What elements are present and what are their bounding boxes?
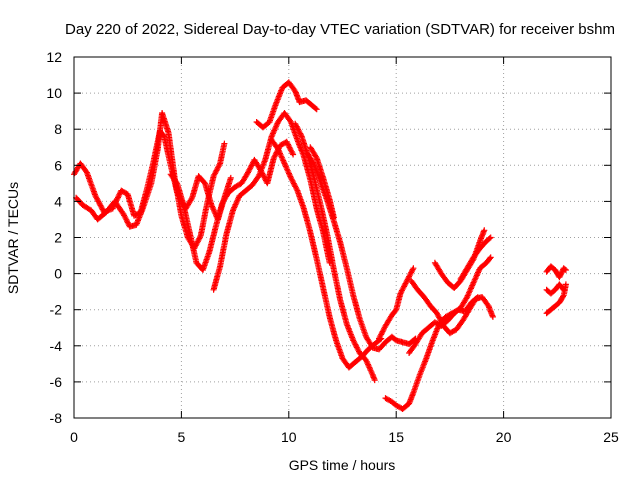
data-point	[188, 196, 195, 203]
data-point	[487, 234, 494, 241]
data-point	[227, 174, 234, 181]
x-tick-label: 5	[178, 429, 186, 445]
y-tick-label: -6	[50, 374, 63, 390]
y-tick-label: 10	[46, 85, 62, 101]
data-point	[221, 140, 228, 147]
data-point	[330, 214, 337, 221]
y-tick-label: -8	[50, 410, 63, 426]
data-point	[562, 281, 569, 288]
series-track-12	[406, 254, 494, 356]
y-tick-label: 0	[54, 266, 62, 282]
series-track-14	[431, 227, 488, 291]
axis-layer: 0 5 10 15 20 25 -8 -6 -4 -2 0 2 4 6 8 10 12	[46, 49, 619, 445]
data-point	[271, 126, 278, 133]
series-track-13	[408, 277, 496, 337]
y-tick-label: 12	[46, 49, 62, 65]
grid-layer	[74, 57, 611, 418]
data-point	[173, 179, 180, 186]
series-track-10	[376, 265, 417, 342]
series-track-3	[167, 138, 297, 273]
series-track-7	[292, 120, 378, 384]
data-point	[560, 286, 567, 293]
series-track-4	[210, 110, 333, 293]
series-track-18	[543, 281, 567, 297]
y-tick-label: -2	[50, 302, 63, 318]
series-track-2	[73, 110, 228, 252]
data-point	[481, 227, 488, 234]
series-track-9	[307, 144, 337, 221]
chart-title: Day 220 of 2022, Sidereal Day-to-day VTE…	[65, 21, 615, 38]
y-tick-label: 2	[54, 230, 62, 246]
data-point	[312, 105, 319, 112]
data-point	[371, 377, 378, 384]
data-point	[487, 254, 494, 261]
y-tick-label: 4	[54, 193, 62, 209]
x-tick-label: 0	[70, 429, 78, 445]
x-axis-label: GPS time / hours	[289, 457, 396, 473]
data-point	[560, 293, 566, 300]
data-point	[486, 255, 493, 262]
x-tick-label: 20	[496, 429, 512, 445]
x-tick-label: 10	[281, 429, 297, 445]
y-tick-label: 8	[54, 121, 62, 137]
series-track-16	[543, 281, 569, 317]
series-track-17	[543, 263, 569, 281]
data-point	[410, 265, 417, 272]
series-layer	[71, 79, 569, 412]
data-point	[313, 106, 320, 113]
x-tick-label: 15	[388, 429, 404, 445]
data-point	[559, 285, 566, 292]
y-tick-label: -4	[50, 338, 63, 354]
x-tick-label: 25	[603, 429, 619, 445]
data-point	[562, 267, 569, 273]
series-track-5	[253, 79, 320, 131]
series-track-8	[305, 151, 419, 353]
y-axis-label: SDTVAR / TECUs	[5, 182, 21, 294]
y-tick-label: 6	[54, 157, 62, 173]
data-point	[561, 266, 568, 273]
data-point	[486, 235, 493, 242]
series-track-15	[457, 234, 494, 282]
data-point	[290, 151, 297, 158]
data-point	[489, 313, 496, 320]
